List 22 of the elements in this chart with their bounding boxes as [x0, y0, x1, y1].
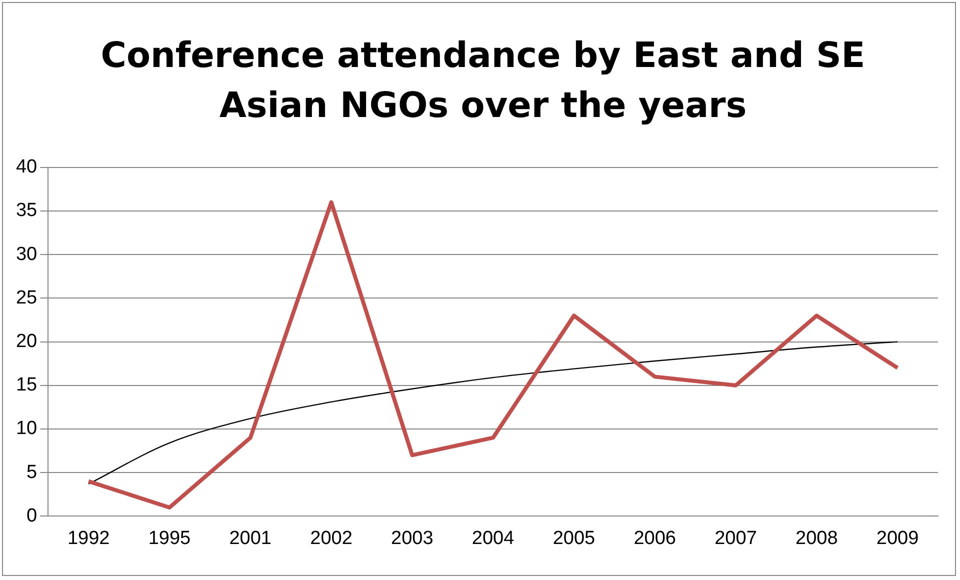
y-tick-label: 25	[16, 287, 38, 308]
y-tick-label: 10	[16, 418, 38, 440]
x-tick-label: 2003	[391, 528, 434, 549]
y-tick-label: 20	[16, 331, 38, 352]
y-tick-label: 5	[26, 462, 38, 483]
x-tick-label: 2002	[310, 528, 352, 549]
x-tick-label: 2001	[229, 528, 272, 549]
line-series	[88, 341, 898, 485]
chart-title: Conference attendance by East and SE Asian NGOs over the years	[100, 35, 866, 128]
x-tick-label: 2009	[876, 528, 919, 549]
x-tick-label: 2008	[796, 528, 838, 549]
x-tick-label: 2005	[552, 528, 596, 549]
y-tick-label: 15	[16, 374, 38, 396]
y-tick-label: 40	[16, 156, 38, 178]
x-tick-label: 2006	[634, 528, 676, 549]
x-tick-label: 2007	[714, 528, 757, 549]
x-tick-label: 1992	[67, 528, 110, 549]
y-tick-label: 0	[26, 505, 38, 526]
y-tick-label: 35	[16, 200, 38, 222]
x-tick-label: 1995	[148, 528, 191, 549]
y-tick-label: 30	[16, 244, 38, 265]
x-tick-label: 2004	[472, 528, 515, 549]
